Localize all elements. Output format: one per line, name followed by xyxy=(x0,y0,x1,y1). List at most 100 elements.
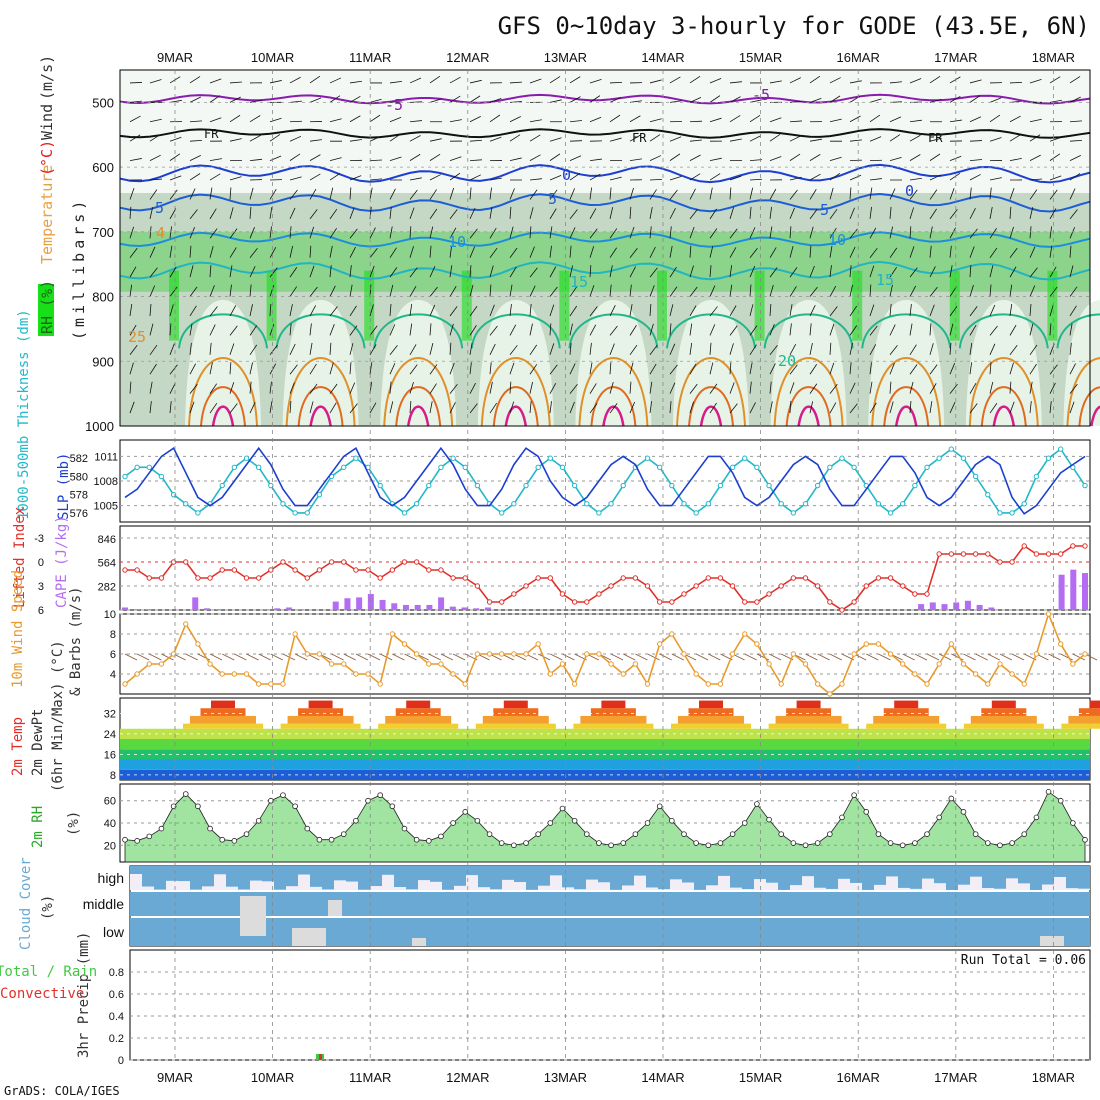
wind-barb xyxy=(589,95,601,103)
wind10m-speed-line-point xyxy=(499,651,505,657)
wind-barb xyxy=(309,363,317,375)
contour-35 xyxy=(406,405,430,427)
run-total: Run Total = 0.06 xyxy=(961,953,1086,968)
wind10m-speed-line-point xyxy=(887,651,894,657)
wind-barb xyxy=(649,246,656,258)
wind10m-barb xyxy=(550,653,563,661)
temp-tick-label: 24 xyxy=(104,729,116,741)
wind-barb xyxy=(489,114,501,123)
cape-bars xyxy=(122,569,1088,610)
wind-barb xyxy=(1049,175,1062,181)
wind-barb xyxy=(449,323,454,336)
rh2m-point xyxy=(316,836,323,843)
wind-barb xyxy=(449,95,461,103)
wind-barb xyxy=(889,362,895,375)
wind-barb xyxy=(309,323,312,336)
wind-barb xyxy=(669,226,672,239)
wind-barb xyxy=(809,154,821,161)
wind-barb xyxy=(629,381,632,394)
wind-barb xyxy=(949,265,953,278)
wind-barb xyxy=(909,226,912,239)
precip-tick-label: 0.4 xyxy=(109,1011,124,1023)
wind10m-barb xyxy=(404,653,417,661)
thickness-slp-lines xyxy=(122,446,1088,516)
contour-label-5: 5 xyxy=(155,199,164,217)
wind-barb xyxy=(929,286,938,297)
wind-barb xyxy=(709,157,722,162)
wind-barb xyxy=(529,267,538,278)
cloud-high-bar xyxy=(754,866,766,880)
thickness-line-point xyxy=(997,510,1003,516)
wind-barb xyxy=(569,76,581,84)
cloud-high-bar xyxy=(946,866,958,890)
contour-30 xyxy=(200,386,246,427)
wind-unit-label: (m/s) xyxy=(38,55,56,100)
wind-barb xyxy=(349,115,361,123)
wind10m-barb xyxy=(938,653,952,661)
wind-barb xyxy=(329,245,333,258)
wind-barb xyxy=(889,345,898,356)
wind-barb xyxy=(709,95,721,103)
wind-barb xyxy=(849,284,853,297)
wind-barb xyxy=(229,228,238,239)
wind-barb xyxy=(769,134,781,142)
wind-barb xyxy=(869,344,877,355)
wind-barb xyxy=(209,383,218,394)
wind10m-speed-line-point xyxy=(450,671,456,677)
wind-barb xyxy=(829,187,834,200)
wind-barb xyxy=(269,285,275,297)
cloud-high-bar xyxy=(142,866,154,887)
wind-barb xyxy=(789,77,801,84)
wind-barb xyxy=(689,286,698,297)
wind-barb xyxy=(549,304,555,317)
wind-barb xyxy=(769,345,778,356)
wind-barb xyxy=(809,364,818,375)
wind-barb xyxy=(769,284,774,297)
wind-barb xyxy=(629,115,641,123)
wind-barb xyxy=(589,158,602,162)
wind-barb xyxy=(329,95,341,103)
wind-barb xyxy=(589,265,592,278)
lifted-index-line-point xyxy=(705,575,711,581)
wind-barb xyxy=(389,134,401,142)
contour-30 xyxy=(297,386,344,427)
wind-barb xyxy=(549,286,558,297)
cloud-high-bar xyxy=(190,866,202,890)
wind-barb xyxy=(669,266,677,278)
wind-barb xyxy=(589,208,597,220)
contour-25 xyxy=(1066,357,1100,427)
wind-barb xyxy=(509,362,515,375)
wind-barb xyxy=(349,343,354,355)
wind-barb xyxy=(249,325,258,336)
cape-bar xyxy=(473,608,480,610)
rh2m-point xyxy=(924,831,930,837)
wind-barb xyxy=(969,403,978,414)
contour-30 xyxy=(1078,386,1100,427)
wind-barb xyxy=(809,401,814,414)
wind-barb xyxy=(649,303,652,316)
wind-barb xyxy=(129,401,135,414)
cloud-high-bar xyxy=(346,866,358,882)
thickness-line-point xyxy=(839,455,845,461)
top-date-label: 14MAR xyxy=(641,50,684,65)
cloud-low-gap xyxy=(292,928,326,946)
wind-barb xyxy=(669,323,672,336)
wind-label: Wind xyxy=(38,104,56,140)
cloud-high-bar xyxy=(178,866,190,882)
wind-barb xyxy=(929,226,933,239)
bottom-date-label: 14MAR xyxy=(641,1070,684,1085)
wind-barb xyxy=(849,228,858,239)
wind-barb xyxy=(689,305,697,317)
wind-barb xyxy=(969,306,978,317)
thickness-line-point xyxy=(985,491,991,498)
wind10m-barb xyxy=(659,653,672,661)
cloud-high-bar xyxy=(982,866,994,889)
wind10m-speed-line-point xyxy=(960,661,967,667)
temp-band xyxy=(378,723,459,729)
lifted-index-line-point xyxy=(183,559,189,565)
wind-barb xyxy=(209,285,215,297)
rh2m-point xyxy=(158,825,165,832)
wind-barb xyxy=(589,173,601,181)
